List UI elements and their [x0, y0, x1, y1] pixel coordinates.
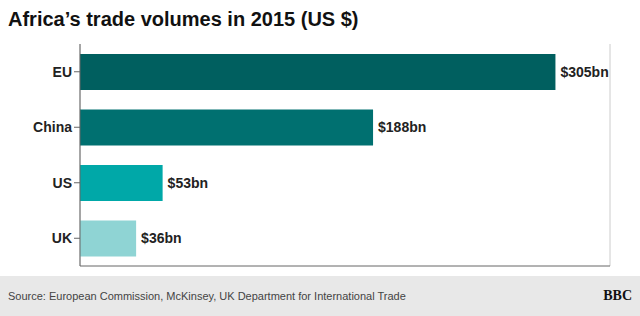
svg-text:US: US — [53, 175, 72, 191]
html-text:BBC: BBC — [603, 288, 632, 303]
svg-text:$36bn: $36bn — [141, 230, 181, 246]
svg-text:EU: EU — [53, 64, 72, 80]
svg-text:$188bn: $188bn — [378, 119, 426, 135]
svg-text:UK: UK — [52, 230, 72, 246]
svg-text:$305bn: $305bn — [560, 64, 608, 80]
html-text:Source: European Commission, M: Source: European Commission, McKinsey, U… — [8, 290, 406, 302]
html-text:Africa’s trade volumes in 2015: Africa’s trade volumes in 2015 (US $) — [8, 8, 359, 30]
svg-text:$53bn: $53bn — [168, 175, 208, 191]
svg-text:China: China — [33, 119, 72, 135]
